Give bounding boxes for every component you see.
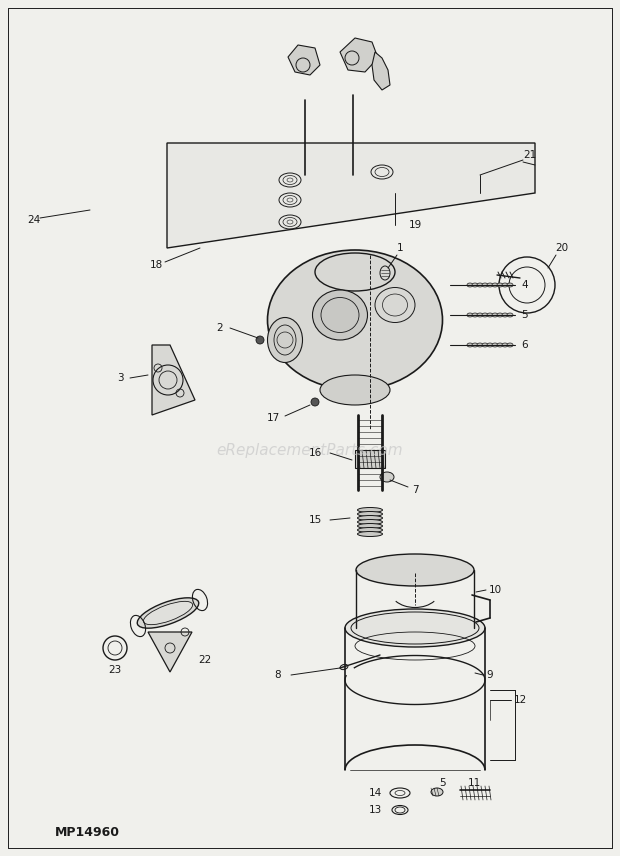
Text: 14: 14 bbox=[368, 788, 382, 798]
Polygon shape bbox=[288, 45, 320, 75]
Ellipse shape bbox=[431, 788, 443, 796]
Ellipse shape bbox=[358, 520, 383, 525]
Ellipse shape bbox=[380, 472, 394, 482]
Text: 15: 15 bbox=[308, 515, 322, 525]
Ellipse shape bbox=[487, 313, 493, 317]
Text: 20: 20 bbox=[556, 243, 569, 253]
Ellipse shape bbox=[467, 313, 473, 317]
Ellipse shape bbox=[358, 527, 383, 532]
Ellipse shape bbox=[267, 250, 443, 390]
Ellipse shape bbox=[345, 609, 485, 647]
Ellipse shape bbox=[358, 532, 383, 537]
Ellipse shape bbox=[358, 524, 383, 528]
Ellipse shape bbox=[356, 554, 474, 586]
Polygon shape bbox=[340, 38, 378, 72]
Polygon shape bbox=[148, 632, 192, 672]
Ellipse shape bbox=[482, 343, 488, 347]
Text: eReplacementParts.com: eReplacementParts.com bbox=[216, 443, 404, 457]
Text: 3: 3 bbox=[117, 373, 123, 383]
Text: 10: 10 bbox=[489, 585, 502, 595]
Polygon shape bbox=[167, 143, 535, 248]
Text: 17: 17 bbox=[267, 413, 280, 423]
Text: 7: 7 bbox=[412, 485, 418, 495]
Text: 5: 5 bbox=[521, 310, 528, 320]
Ellipse shape bbox=[358, 515, 383, 520]
Ellipse shape bbox=[477, 313, 483, 317]
Circle shape bbox=[311, 398, 319, 406]
Text: 16: 16 bbox=[308, 448, 322, 458]
Text: 24: 24 bbox=[27, 215, 40, 225]
Text: 6: 6 bbox=[521, 340, 528, 350]
Ellipse shape bbox=[356, 612, 474, 644]
Ellipse shape bbox=[502, 313, 508, 317]
Ellipse shape bbox=[502, 283, 508, 287]
Ellipse shape bbox=[143, 602, 193, 625]
Text: 18: 18 bbox=[150, 260, 163, 270]
Ellipse shape bbox=[467, 283, 473, 287]
Ellipse shape bbox=[340, 664, 348, 669]
Text: 23: 23 bbox=[108, 665, 122, 675]
Ellipse shape bbox=[482, 283, 488, 287]
Ellipse shape bbox=[472, 313, 478, 317]
Ellipse shape bbox=[482, 313, 488, 317]
Ellipse shape bbox=[507, 313, 513, 317]
Ellipse shape bbox=[487, 283, 493, 287]
Ellipse shape bbox=[487, 343, 493, 347]
Ellipse shape bbox=[492, 283, 498, 287]
Ellipse shape bbox=[467, 343, 473, 347]
Ellipse shape bbox=[492, 343, 498, 347]
Ellipse shape bbox=[137, 597, 199, 628]
Ellipse shape bbox=[507, 343, 513, 347]
Text: 2: 2 bbox=[216, 323, 223, 333]
Text: 4: 4 bbox=[521, 280, 528, 290]
Text: 1: 1 bbox=[397, 243, 404, 253]
Ellipse shape bbox=[477, 343, 483, 347]
Text: 5: 5 bbox=[440, 778, 446, 788]
Ellipse shape bbox=[497, 313, 503, 317]
Polygon shape bbox=[372, 52, 390, 90]
Bar bbox=[355, 450, 385, 468]
Text: 11: 11 bbox=[467, 778, 481, 788]
Text: 21: 21 bbox=[523, 150, 537, 160]
Ellipse shape bbox=[472, 283, 478, 287]
Ellipse shape bbox=[497, 343, 503, 347]
Ellipse shape bbox=[315, 253, 395, 291]
Polygon shape bbox=[152, 345, 195, 415]
Text: 22: 22 bbox=[198, 655, 211, 665]
Ellipse shape bbox=[358, 512, 383, 516]
Ellipse shape bbox=[492, 313, 498, 317]
Ellipse shape bbox=[267, 318, 303, 362]
Ellipse shape bbox=[320, 375, 390, 405]
Text: 9: 9 bbox=[487, 670, 494, 680]
Ellipse shape bbox=[472, 343, 478, 347]
Ellipse shape bbox=[477, 283, 483, 287]
Text: 13: 13 bbox=[368, 805, 382, 815]
Text: MP14960: MP14960 bbox=[55, 827, 120, 840]
Ellipse shape bbox=[507, 283, 513, 287]
Text: 12: 12 bbox=[513, 695, 526, 705]
Text: 8: 8 bbox=[275, 670, 281, 680]
Ellipse shape bbox=[497, 283, 503, 287]
Text: 19: 19 bbox=[409, 220, 422, 230]
Ellipse shape bbox=[358, 508, 383, 513]
Ellipse shape bbox=[312, 290, 368, 340]
Circle shape bbox=[256, 336, 264, 344]
Ellipse shape bbox=[502, 343, 508, 347]
